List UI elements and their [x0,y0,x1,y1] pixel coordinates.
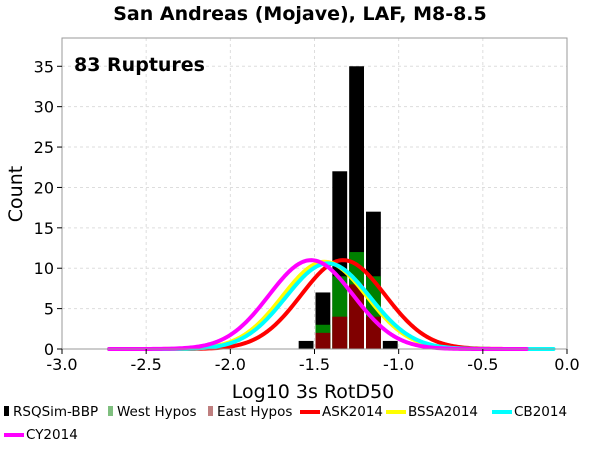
legend-swatch-0 [4,406,9,416]
legend-item-ask2014: ASK2014 [300,404,383,420]
x-tick-label-1: -2.5 [131,355,162,374]
legend-item-bssa2014: BSSA2014 [386,404,478,420]
chart-legend: RSQSim-BBP West Hypos East Hypos ASK2014 BSS… [4,404,567,443]
legend-label-1: West Hypos [117,404,196,420]
bar-east-3 [349,284,364,349]
y-tick-label-6: 30 [34,98,54,117]
y-tick-label-2: 10 [34,259,54,278]
x-tick-label-6: 0.0 [554,355,579,374]
legend-item-west-hypos: West Hypos [108,404,196,420]
y-axis-label: Count [5,166,27,222]
legend-label-4: BSSA2014 [408,404,478,420]
x-tick-label-0: -3.0 [46,355,77,374]
legend-label-3: ASK2014 [322,404,383,420]
y-tick-label-0: 0 [44,340,54,359]
y-tick-label-4: 20 [34,178,54,197]
bar-total-5 [382,340,398,349]
rupture-count-annotation: 83 Ruptures [74,54,205,76]
y-axis-ticks: 0 5 10 15 20 25 30 35 [34,57,62,359]
x-axis-ticks: -3.0 -2.5 -2.0 -1.5 -1.0 -0.5 0.0 [46,349,580,374]
legend-swatch-2 [208,406,213,416]
legend-label-2: East Hypos [217,404,292,420]
chart-title: San Andreas (Mojave), LAF, M8-8.5 [113,3,487,25]
legend-label-6: CY2014 [26,427,78,443]
legend-item-cy2014: CY2014 [4,427,78,443]
legend-item-east-hypos: East Hypos [208,404,292,420]
legend-item-cb2014: CB2014 [492,404,567,420]
bar-east-2 [332,316,348,349]
x-tick-label-3: -1.5 [299,355,330,374]
x-tick-label-4: -1.0 [383,355,414,374]
x-axis-label: Log10 3s RotD50 [232,381,394,403]
y-tick-label-5: 25 [34,138,54,157]
y-tick-label-1: 5 [44,300,54,319]
y-tick-label-7: 35 [34,57,54,76]
bar-total-0 [298,340,314,349]
y-tick-label-3: 15 [34,219,54,238]
x-tick-label-2: -2.0 [215,355,246,374]
legend-item-rsqsim-bbp: RSQSim-BBP [4,404,98,420]
bar-east-1 [315,332,331,349]
legend-label-5: CB2014 [514,404,567,420]
legend-swatch-1 [108,406,113,416]
legend-label-0: RSQSim-BBP [13,404,98,420]
x-tick-label-5: -0.5 [467,355,498,374]
